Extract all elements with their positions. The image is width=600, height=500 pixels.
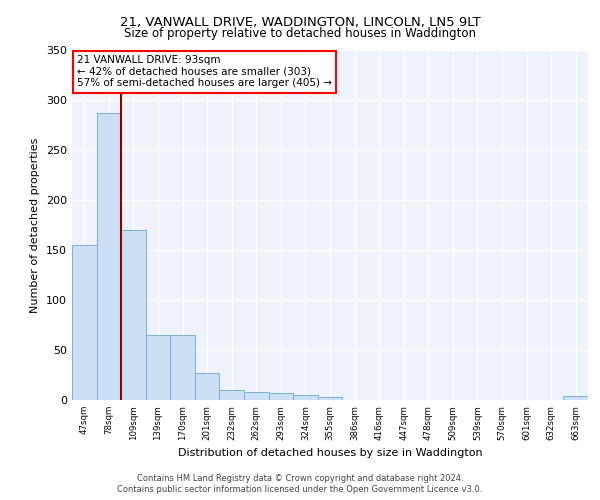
Bar [293,395,318,400]
Text: 21 VANWALL DRIVE: 93sqm
← 42% of detached houses are smaller (303)
57% of semi-d: 21 VANWALL DRIVE: 93sqm ← 42% of detache… [77,56,332,88]
Text: Contains HM Land Registry data © Crown copyright and database right 2024.
Contai: Contains HM Land Registry data © Crown c… [118,474,482,494]
Bar [72,245,97,400]
Bar [97,113,121,400]
Bar [563,396,588,400]
Text: Size of property relative to detached houses in Waddington: Size of property relative to detached ho… [124,28,476,40]
X-axis label: Distribution of detached houses by size in Waddington: Distribution of detached houses by size … [178,448,482,458]
Bar [121,230,146,400]
Bar [220,390,244,400]
Bar [146,335,170,400]
Bar [195,373,220,400]
Bar [318,397,342,400]
Text: 21, VANWALL DRIVE, WADDINGTON, LINCOLN, LN5 9LT: 21, VANWALL DRIVE, WADDINGTON, LINCOLN, … [119,16,481,29]
Bar [170,335,195,400]
Y-axis label: Number of detached properties: Number of detached properties [31,138,40,312]
Bar [244,392,269,400]
Bar [269,393,293,400]
